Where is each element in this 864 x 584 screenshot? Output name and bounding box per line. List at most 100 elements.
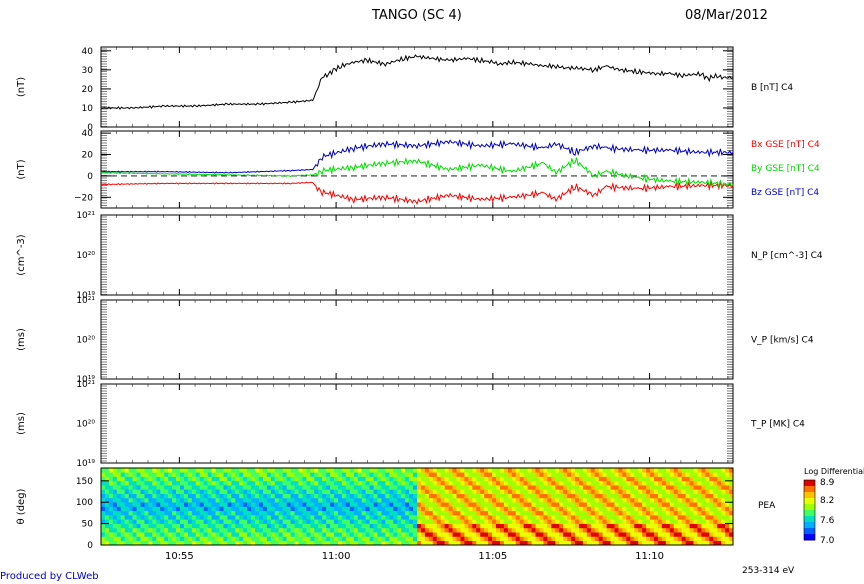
- heatmap-cell: [440, 497, 445, 503]
- heatmap-cell: [472, 515, 477, 520]
- heatmap-cell: [413, 523, 418, 529]
- heatmap-cell: [116, 532, 122, 537]
- heatmap-cell: [559, 519, 564, 524]
- heatmap-cell: [203, 497, 208, 503]
- heatmap-cell: [318, 540, 323, 546]
- heatmap-cell: [713, 485, 718, 490]
- heatmap-cell: [650, 485, 655, 490]
- series-line: [100, 138, 734, 174]
- heatmap-cell: [180, 489, 185, 494]
- heatmap-cell: [563, 519, 568, 524]
- heatmap-cell: [428, 497, 434, 503]
- heatmap-cell: [302, 476, 307, 482]
- heatmap-cell: [227, 527, 232, 533]
- heatmap-cell: [638, 519, 643, 524]
- heatmap-cell: [535, 510, 540, 516]
- heatmap-cell: [401, 540, 406, 546]
- heatmap-cell: [108, 519, 114, 524]
- heatmap-cell: [207, 536, 212, 542]
- heatmap-cell: [270, 510, 276, 516]
- heatmap-cell: [713, 489, 718, 494]
- heatmap-cell: [689, 523, 694, 529]
- heatmap-cell: [709, 468, 714, 473]
- heatmap-cell: [713, 523, 718, 529]
- heatmap-cell: [266, 489, 272, 494]
- heatmap-cell: [227, 493, 232, 499]
- heatmap-cell: [187, 523, 193, 529]
- heatmap-cell: [136, 476, 141, 482]
- heatmap-cell: [274, 532, 280, 537]
- heatmap-cell: [685, 515, 690, 520]
- heatmap-cell: [606, 536, 611, 542]
- heatmap-cell: [614, 468, 619, 473]
- heatmap-cell: [582, 480, 588, 486]
- heatmap-cell: [381, 493, 386, 499]
- heatmap-cell: [476, 480, 481, 486]
- heatmap-cell: [503, 480, 509, 486]
- heatmap-cell: [302, 527, 307, 533]
- heatmap-cell: [203, 502, 208, 507]
- heatmap-cell: [168, 493, 173, 499]
- heatmap-cell: [187, 485, 193, 490]
- heatmap-cell: [661, 472, 667, 477]
- heatmap-cell: [211, 510, 216, 516]
- heatmap-cell: [594, 472, 599, 477]
- heatmap-cell: [310, 515, 315, 520]
- heatmap-cell: [231, 489, 236, 494]
- heatmap-cell: [365, 519, 370, 524]
- heatmap-cell: [231, 519, 236, 524]
- heatmap-cell: [484, 506, 489, 512]
- heatmap-cell: [515, 493, 520, 499]
- heatmap-cell: [444, 540, 449, 546]
- heatmap-cell: [405, 515, 410, 520]
- heatmap-cell: [112, 468, 118, 473]
- heatmap-cell: [606, 476, 611, 482]
- heatmap-cell: [274, 515, 280, 520]
- heatmap-cell: [436, 506, 441, 512]
- heatmap-cell: [460, 472, 465, 477]
- heatmap-cell: [298, 502, 303, 507]
- heatmap-cell: [717, 519, 722, 524]
- heatmap-cell: [211, 480, 216, 486]
- heatmap-cell: [436, 493, 441, 499]
- heatmap-cell: [112, 485, 118, 490]
- heatmap-cell: [330, 485, 335, 490]
- heatmap-cell: [405, 493, 410, 499]
- heatmap-cell: [586, 506, 592, 512]
- heatmap-cell: [239, 502, 244, 507]
- heatmap-cell: [397, 519, 402, 524]
- heatmap-cell: [563, 536, 568, 542]
- heatmap-cell: [642, 497, 647, 503]
- heatmap-cell: [630, 493, 635, 499]
- heatmap-cell: [298, 515, 303, 520]
- heatmap-cell: [101, 468, 106, 473]
- heatmap-cell: [476, 489, 481, 494]
- heatmap-cell: [286, 497, 291, 503]
- heatmap-cell: [207, 540, 212, 546]
- heatmap-cell: [693, 510, 698, 516]
- heatmap-cell: [496, 502, 501, 507]
- heatmap-cell: [314, 502, 319, 507]
- heatmap-cell: [156, 536, 161, 542]
- heatmap-cell: [338, 493, 343, 499]
- heatmap-cell: [262, 540, 268, 546]
- heatmap-cell: [156, 493, 161, 499]
- heatmap-cell: [539, 515, 544, 520]
- heatmap-cell: [112, 506, 118, 512]
- heatmap-cell: [168, 472, 173, 477]
- heatmap-cell: [112, 489, 118, 494]
- colorbar-frame: [803, 479, 816, 541]
- heatmap-cell: [274, 489, 280, 494]
- heatmap-cell: [590, 493, 596, 499]
- heatmap-cell: [492, 493, 497, 499]
- heatmap-cell: [646, 468, 651, 473]
- heatmap-cell: [713, 515, 718, 520]
- heatmap-cell: [515, 506, 520, 512]
- heatmap-cell: [420, 489, 426, 494]
- heatmap-cell: [405, 540, 410, 546]
- heatmap-cell: [112, 510, 118, 516]
- heatmap-cell: [101, 515, 106, 520]
- heatmap-cell: [215, 485, 220, 490]
- heatmap-cell: [531, 519, 536, 524]
- heatmap-cell: [472, 485, 477, 490]
